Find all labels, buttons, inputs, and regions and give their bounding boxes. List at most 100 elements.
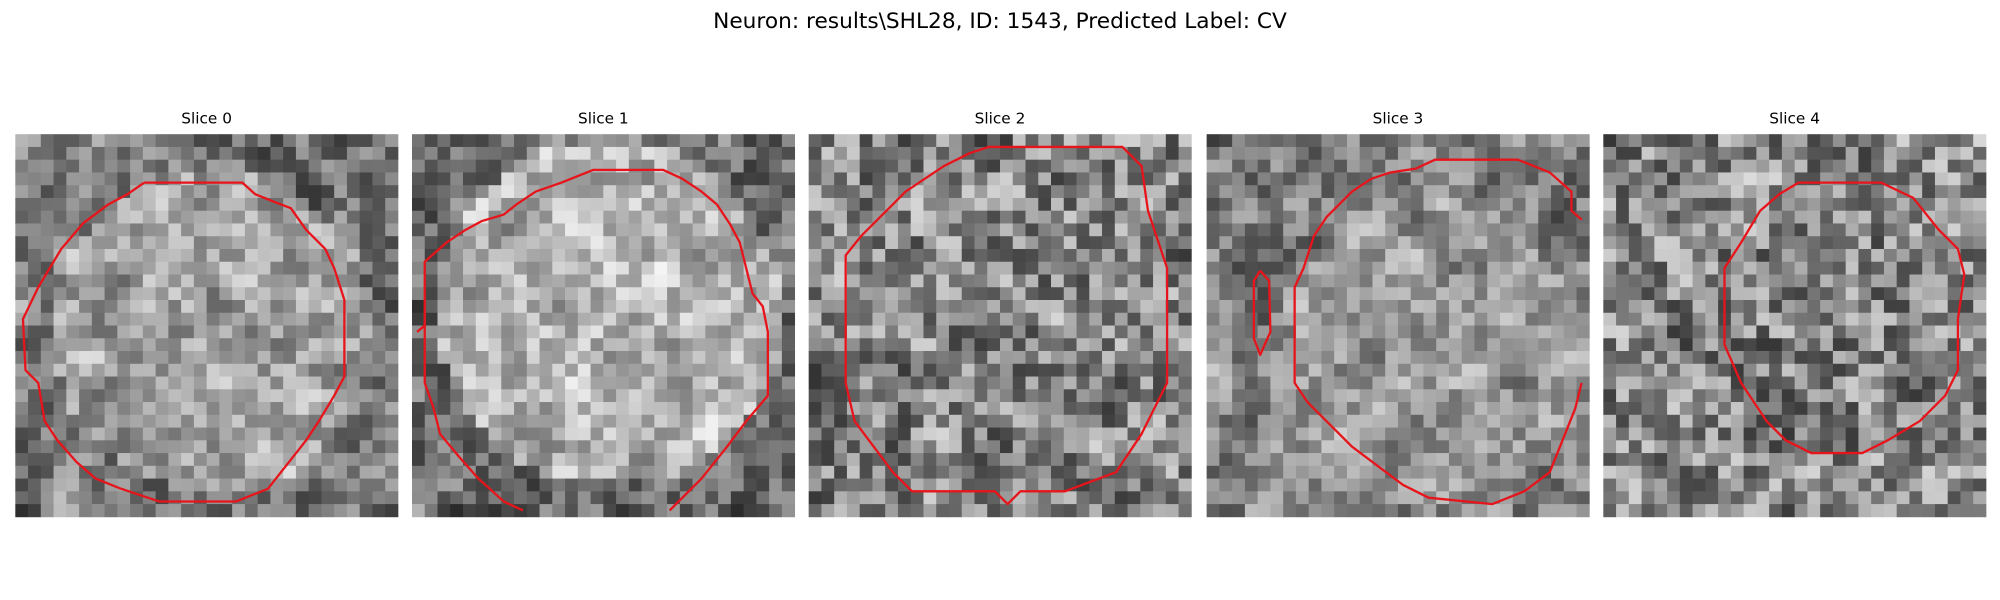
pixel	[526, 504, 540, 518]
pixel	[1308, 376, 1322, 390]
pixel	[565, 414, 579, 428]
pixel	[1576, 440, 1590, 454]
pixel	[821, 478, 835, 492]
pixel	[1127, 363, 1141, 377]
pixel	[28, 274, 42, 288]
pixel	[1140, 351, 1154, 365]
pixel	[168, 376, 182, 390]
pixel	[372, 402, 386, 416]
pixel	[948, 185, 963, 199]
pixel	[1089, 197, 1103, 212]
pixel	[1883, 248, 1898, 263]
pixel	[1551, 363, 1565, 377]
pixel	[1474, 491, 1488, 505]
pixel	[117, 402, 131, 416]
pixel	[679, 465, 693, 479]
pixel	[1063, 312, 1077, 326]
pixel	[1641, 172, 1655, 186]
pixel	[1718, 223, 1732, 237]
pixel	[1206, 197, 1220, 212]
pixel	[1525, 185, 1539, 199]
pixel	[501, 300, 515, 314]
pixel	[1743, 287, 1757, 301]
pixel	[603, 236, 617, 250]
pixel	[1051, 427, 1065, 441]
pixel	[923, 389, 937, 403]
pixel	[1038, 504, 1052, 518]
pixel	[283, 414, 297, 428]
pixel	[1934, 300, 1949, 314]
pixel	[1603, 185, 1617, 199]
pixel	[1616, 210, 1630, 224]
pixel	[28, 236, 42, 250]
pixel	[1654, 427, 1668, 441]
pixel	[616, 300, 630, 314]
pixel	[1140, 376, 1154, 390]
pixel	[372, 134, 386, 148]
pixel	[1628, 363, 1642, 377]
pixel	[539, 248, 553, 263]
pixel	[885, 363, 899, 377]
pixel	[206, 300, 220, 314]
pixel	[1461, 223, 1475, 237]
pixel	[15, 300, 29, 314]
pixel	[1385, 210, 1399, 224]
pixel	[1832, 504, 1847, 518]
pixel	[1334, 248, 1348, 263]
pixel	[641, 465, 655, 479]
pixel	[1474, 236, 1488, 250]
pixel	[1295, 146, 1310, 161]
pixel	[590, 312, 604, 326]
pixel	[1283, 185, 1297, 199]
pixel	[232, 504, 246, 518]
pixel	[1153, 504, 1167, 518]
pixel	[743, 338, 757, 352]
pixel	[1820, 185, 1834, 199]
pixel	[1038, 146, 1052, 161]
pixel	[667, 363, 681, 377]
pixel	[974, 465, 988, 479]
pixel	[1500, 236, 1514, 250]
pixel	[769, 185, 783, 199]
pixel	[1219, 197, 1233, 212]
pixel	[372, 325, 386, 339]
pixel	[1909, 440, 1923, 454]
pixel	[1270, 440, 1284, 454]
pixel	[1756, 504, 1770, 518]
pixel	[1012, 300, 1026, 314]
pixel	[1667, 389, 1681, 403]
pixel	[897, 325, 912, 339]
pixel	[372, 478, 386, 492]
pixel	[526, 465, 540, 479]
pixel	[181, 465, 195, 479]
pixel	[283, 134, 297, 148]
pixel	[552, 134, 566, 148]
pixel	[91, 248, 105, 263]
pixel	[974, 351, 988, 365]
pixel	[1730, 172, 1745, 186]
pixel	[1934, 134, 1949, 148]
pixel	[1756, 248, 1770, 263]
pixel	[769, 312, 783, 326]
pixel	[1257, 210, 1271, 224]
pixel	[1206, 440, 1220, 454]
pixel	[846, 210, 861, 224]
pixel	[1896, 504, 1910, 518]
pixel	[641, 363, 655, 377]
pixel	[1114, 427, 1128, 441]
pixel	[1628, 453, 1642, 467]
pixel	[1743, 478, 1757, 492]
pixel	[142, 363, 156, 377]
pixel	[117, 312, 131, 326]
pixel	[1922, 376, 1936, 390]
pixel	[385, 389, 399, 403]
pixel	[142, 197, 156, 212]
pixel	[142, 236, 156, 250]
pixel	[1025, 210, 1039, 224]
pixel	[346, 134, 361, 148]
pixel	[130, 504, 144, 518]
pixel	[1127, 197, 1141, 212]
pixel	[1858, 134, 1872, 148]
pixel	[1359, 185, 1373, 199]
